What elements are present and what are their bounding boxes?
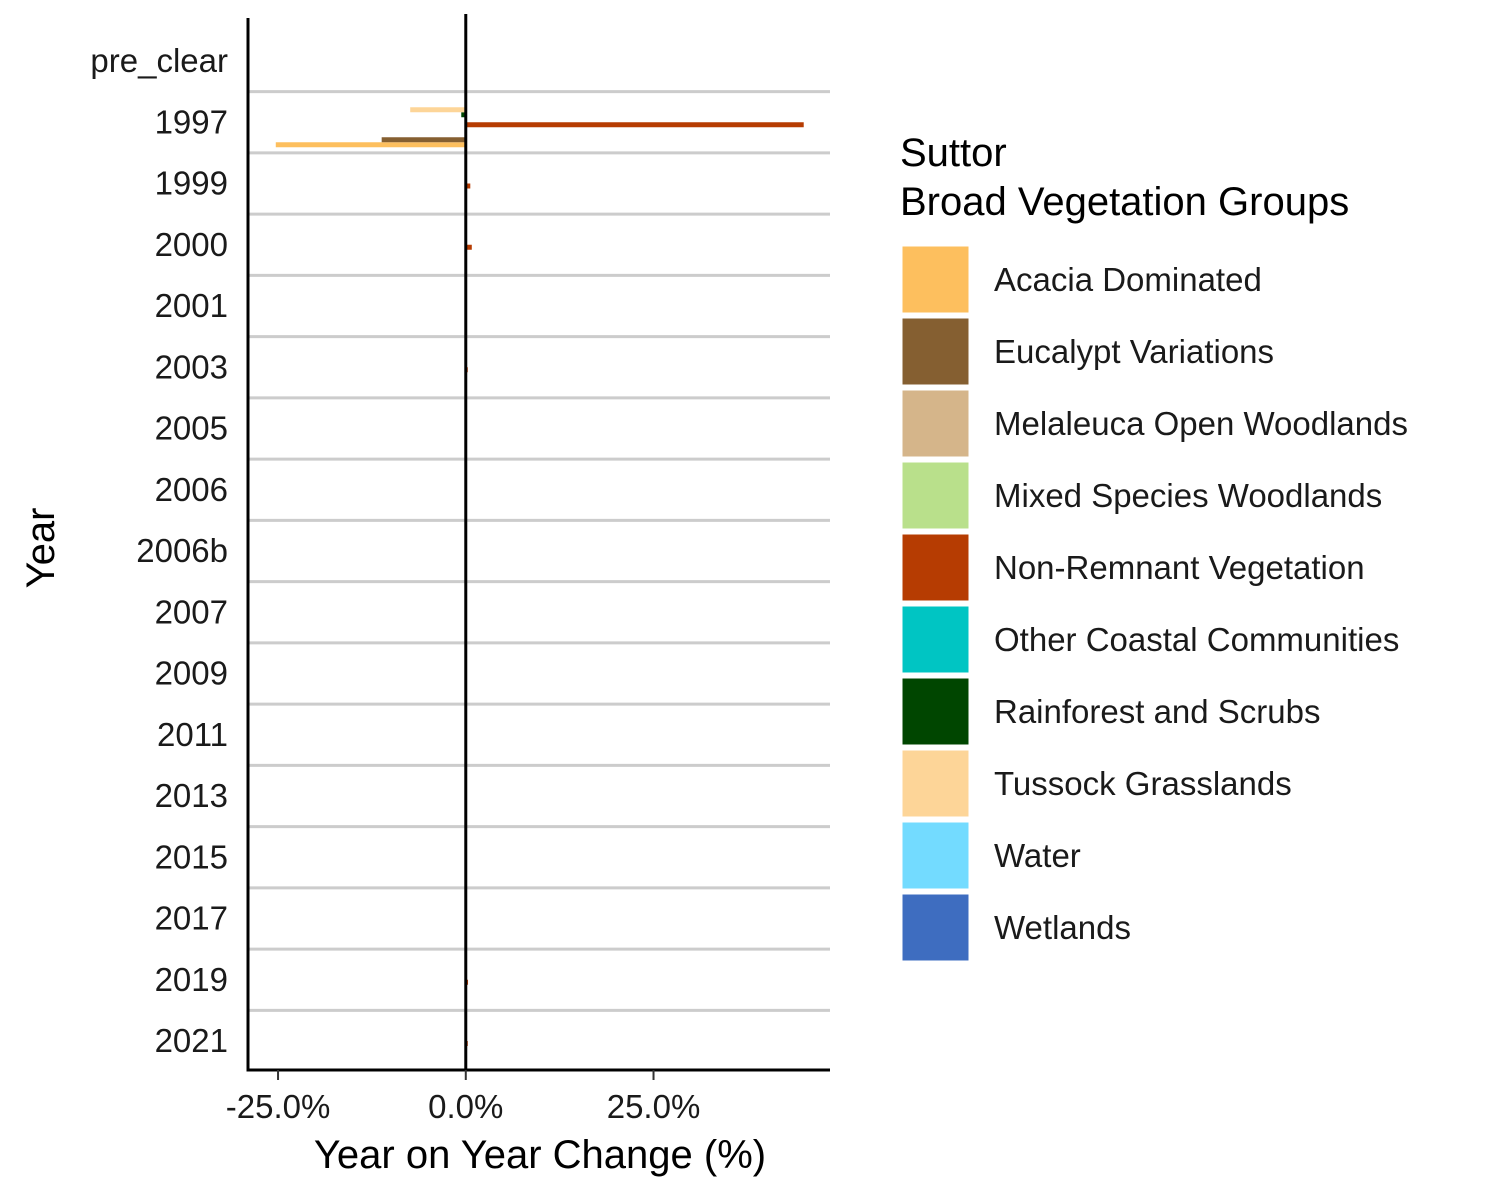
y-tick-label: 2001 <box>155 287 228 324</box>
legend-label: Eucalypt Variations <box>994 333 1274 370</box>
legend-label: Rainforest and Scrubs <box>994 693 1321 730</box>
y-tick-label: 2015 <box>155 838 228 875</box>
legend-label: Melaleuca Open Woodlands <box>994 405 1408 442</box>
legend-swatch <box>899 819 972 892</box>
bar <box>465 183 471 189</box>
y-tick-label: 2019 <box>155 961 228 998</box>
y-tick-label: 2005 <box>155 410 228 447</box>
gridlines <box>248 90 830 1012</box>
legend-swatch <box>899 747 972 820</box>
bars <box>275 107 804 1046</box>
x-tick-label: -25.0% <box>226 1088 331 1125</box>
legend-swatch <box>899 603 972 676</box>
legend-label: Non-Remnant Vegetation <box>994 549 1365 586</box>
x-tick-label: 25.0% <box>607 1088 701 1125</box>
y-tick-label: 2006b <box>136 532 228 569</box>
y-tick-label: 2011 <box>157 716 228 753</box>
legend: Suttor Broad Vegetation Groups Acacia Do… <box>899 131 1408 964</box>
y-tick-label: 1997 <box>155 103 228 140</box>
legend-label: Acacia Dominated <box>994 261 1262 298</box>
y-tick-label: pre_clear <box>90 42 228 79</box>
legend-label: Mixed Species Woodlands <box>994 477 1382 514</box>
legend-label: Tussock Grasslands <box>994 765 1292 802</box>
legend-swatch <box>899 315 972 388</box>
legend-swatch <box>899 675 972 748</box>
legend-swatch <box>899 243 972 316</box>
bar <box>410 107 466 113</box>
bar <box>275 142 466 148</box>
y-tick-label: 1999 <box>155 165 228 202</box>
bar <box>465 122 804 128</box>
y-axis-title: Year <box>19 508 63 589</box>
bar <box>381 137 466 143</box>
y-tick-label: 2017 <box>155 900 228 937</box>
y-tick-label: 2000 <box>155 226 228 263</box>
legend-swatch <box>899 891 972 964</box>
bar <box>461 112 466 118</box>
y-tick-label: 2003 <box>155 348 228 385</box>
legend-title-line2: Broad Vegetation Groups <box>900 180 1349 224</box>
legend-swatch <box>899 387 972 460</box>
y-tick-label: 2021 <box>155 1022 228 1059</box>
legend-label: Water <box>994 837 1081 874</box>
y-tick-label: 2007 <box>155 593 228 630</box>
x-tick-label: 0.0% <box>428 1088 503 1125</box>
y-tick-label: 2006 <box>155 471 228 508</box>
y-tick-label: 2013 <box>155 777 228 814</box>
legend-swatch <box>899 459 972 532</box>
y-tick-label: 2009 <box>155 655 228 692</box>
x-axis-title: Year on Year Change (%) <box>314 1133 766 1177</box>
legend-label: Wetlands <box>994 909 1131 946</box>
bar <box>465 244 472 250</box>
legend-swatch <box>899 531 972 604</box>
x-tick-labels: -25.0% 0.0% 25.0% <box>226 1070 701 1125</box>
y-tick-labels: pre_clear 1997 1999 2000 2001 2003 2005 2006 200… <box>90 42 228 1059</box>
legend-title-line1: Suttor <box>900 131 1007 175</box>
legend-items: Acacia Dominated Eucalypt Variations Melal… <box>899 243 1408 964</box>
legend-label: Other Coastal Communities <box>994 621 1399 658</box>
